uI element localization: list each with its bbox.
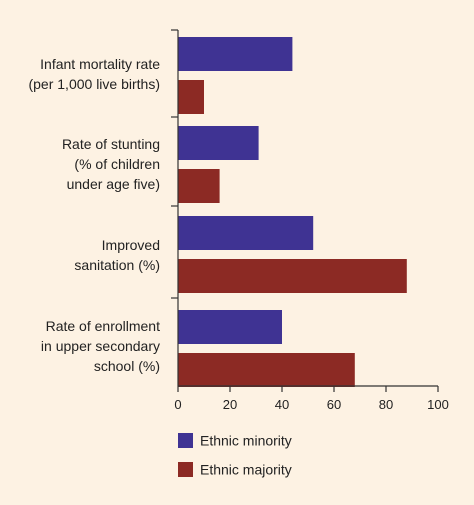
x-tick-label-3: 60 (327, 397, 341, 412)
category-label-2-line-1: sanitation (%) (74, 257, 160, 273)
category-label-1-line-2: under age five) (67, 176, 160, 192)
x-tick-label-4: 80 (379, 397, 393, 412)
x-tick-label-1: 20 (223, 397, 237, 412)
category-label-3-line-1: in upper secondary (41, 338, 160, 354)
category-label-3-line-2: school (%) (94, 358, 160, 374)
category-label-0-line-0: Infant mortality rate (40, 56, 160, 72)
bar-majority-0 (178, 80, 204, 114)
legend-swatch-minority (178, 433, 193, 448)
bar-minority-3 (178, 310, 282, 344)
x-tick-label-0: 0 (174, 397, 181, 412)
bar-majority-1 (178, 169, 220, 203)
category-label-3-line-0: Rate of enrollment (46, 318, 161, 334)
x-tick-label-5: 100 (427, 397, 449, 412)
legend-label-majority: Ethnic majority (200, 462, 292, 478)
bar-minority-2 (178, 216, 314, 250)
legend-swatch-majority (178, 462, 193, 477)
x-tick-label-2: 40 (275, 397, 289, 412)
legend-label-minority: Ethnic minority (200, 433, 292, 449)
bar-majority-3 (178, 353, 355, 387)
category-label-0-line-1: (per 1,000 live births) (28, 76, 160, 92)
bar-minority-1 (178, 126, 259, 160)
bar-majority-2 (178, 259, 407, 293)
category-label-1-line-1: (% of children (74, 156, 160, 172)
bar-minority-0 (178, 37, 293, 71)
category-label-2-line-0: Improved (102, 237, 160, 253)
category-label-1-line-0: Rate of stunting (62, 136, 160, 152)
